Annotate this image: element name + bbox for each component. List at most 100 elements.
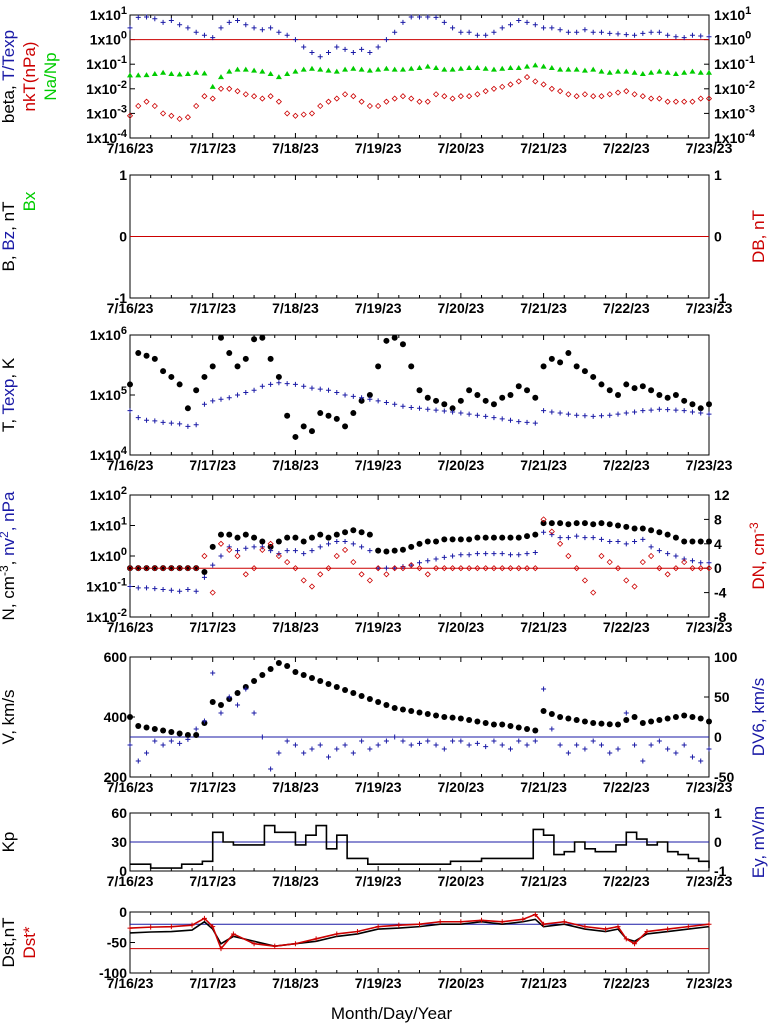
- data-point: [557, 520, 564, 527]
- data-point: [632, 538, 638, 544]
- data-point: [417, 921, 422, 927]
- data-point: [474, 551, 480, 557]
- data-point: [399, 66, 406, 72]
- data-point: [425, 558, 431, 564]
- data-point: [565, 552, 572, 560]
- data-point: [391, 66, 398, 72]
- data-point: [466, 565, 473, 572]
- data-point: [201, 373, 208, 380]
- data-point: [482, 720, 489, 726]
- data-point: [366, 67, 373, 73]
- y-tick-label-right: -50: [714, 769, 734, 785]
- data-point: [648, 527, 655, 534]
- data-point: [582, 746, 588, 752]
- x-tick-label: 7/17/23: [189, 140, 236, 156]
- data-point: [648, 544, 654, 550]
- data-point: [185, 586, 191, 592]
- y-axis-label-2: Dst*: [20, 926, 39, 959]
- y-tick-label-right: 1x10-1: [714, 54, 755, 72]
- data-point: [672, 70, 679, 76]
- data-point: [176, 71, 183, 77]
- data-point: [276, 750, 282, 756]
- data-point: [432, 565, 440, 572]
- data-point: [400, 564, 406, 570]
- data-point: [251, 710, 257, 716]
- data-point: [210, 562, 216, 568]
- data-point: [565, 411, 571, 417]
- data-point: [160, 565, 167, 572]
- data-point: [408, 14, 414, 20]
- data-point: [193, 732, 200, 738]
- data-point: [168, 587, 174, 593]
- data-point: [201, 568, 208, 575]
- data-point: [541, 921, 547, 927]
- data-point: [300, 111, 307, 118]
- data-point: [217, 531, 224, 538]
- data-point: [350, 750, 356, 756]
- data-point: [177, 22, 183, 28]
- data-point: [656, 717, 663, 723]
- data-point: [606, 559, 613, 566]
- data-point: [574, 29, 580, 35]
- x-tick-label: 7/20/23: [437, 457, 484, 473]
- data-point: [259, 334, 266, 341]
- data-point: [520, 916, 526, 922]
- data-point: [623, 710, 629, 716]
- y-tick-label: 1x101: [90, 5, 127, 23]
- data-point: [672, 392, 679, 398]
- data-point: [615, 31, 621, 37]
- plot-frame: [129, 656, 710, 778]
- data-point: [656, 29, 662, 35]
- data-point: [143, 565, 150, 572]
- y-axis-label-2: nkT(nPa): [20, 42, 39, 112]
- data-point: [565, 350, 572, 357]
- data-point: [168, 70, 175, 76]
- y-tick-label: 600: [104, 649, 128, 665]
- x-tick-label: 7/18/23: [272, 619, 319, 635]
- data-point: [284, 548, 290, 554]
- data-point: [549, 25, 555, 31]
- data-point: [565, 715, 572, 722]
- data-point: [168, 112, 175, 119]
- data-point: [218, 946, 224, 952]
- data-point: [235, 702, 241, 708]
- data-point: [325, 98, 332, 105]
- data-point: [193, 726, 199, 732]
- data-point: [168, 738, 174, 744]
- data-point: [375, 565, 382, 572]
- data-point: [366, 392, 373, 398]
- data-point: [603, 926, 609, 932]
- data-point: [425, 14, 431, 20]
- data-point: [565, 535, 571, 541]
- data-point: [350, 527, 357, 534]
- data-point: [359, 46, 365, 52]
- data-point: [615, 538, 621, 544]
- data-point: [416, 565, 423, 572]
- data-point: [697, 715, 704, 722]
- data-point: [581, 67, 588, 73]
- data-point: [581, 577, 588, 584]
- data-point: [623, 410, 629, 416]
- data-point: [432, 91, 440, 98]
- data-point: [598, 381, 605, 388]
- data-point: [656, 548, 662, 554]
- data-point: [474, 91, 481, 98]
- data-point: [425, 406, 431, 412]
- data-point: [479, 917, 485, 923]
- data-point: [251, 678, 258, 684]
- data-point: [317, 678, 324, 684]
- data-point: [648, 29, 654, 35]
- y-axis-label: V, km/s: [0, 689, 18, 744]
- plot-frame: [129, 14, 710, 139]
- data-point: [275, 373, 282, 380]
- data-point: [268, 381, 274, 387]
- right-axis-label: DV6, km/s: [749, 678, 768, 756]
- data-point: [300, 577, 307, 584]
- y-tick-label-right: 1x101: [714, 5, 751, 23]
- data-point: [573, 565, 580, 572]
- data-point: [176, 730, 183, 737]
- data-point: [292, 534, 299, 541]
- data-point: [639, 559, 646, 566]
- y-axis-label: N, cm-3, nv2, nPa: [0, 491, 18, 620]
- data-point: [334, 538, 340, 544]
